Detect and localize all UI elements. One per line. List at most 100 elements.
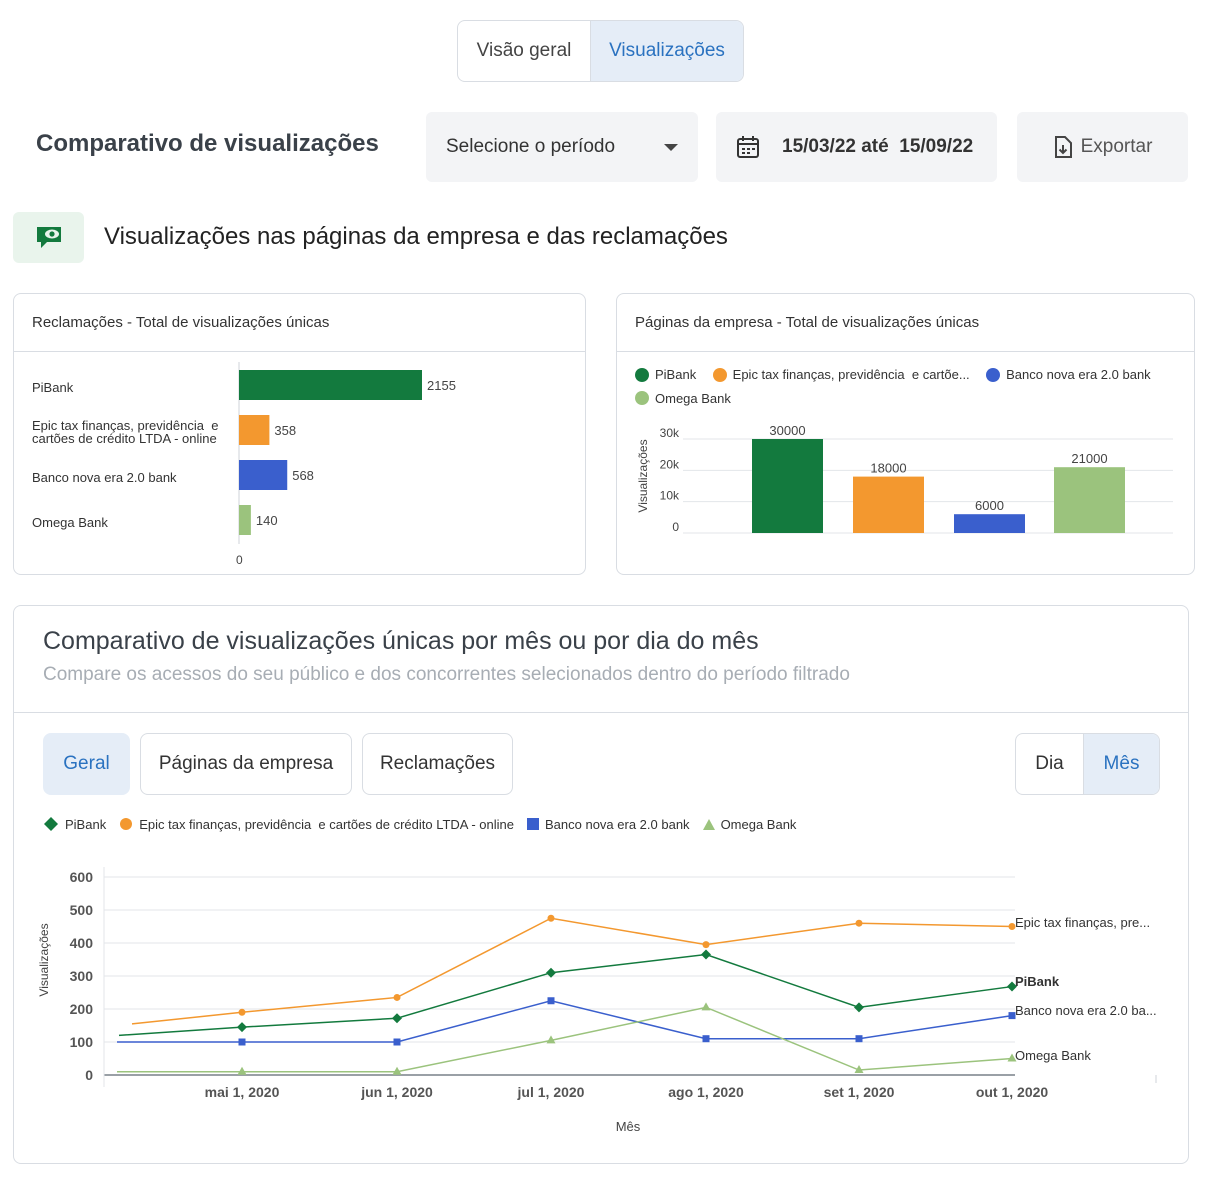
series-line [117, 999, 1013, 1043]
series-line [117, 1006, 1013, 1073]
data-point [702, 1035, 710, 1043]
date-range-picker[interactable]: 15/03/22 até 15/09/22 [716, 112, 997, 182]
legend-label: Banco nova era 2.0 bank [545, 816, 690, 832]
bar-value-label: 30000 [769, 423, 805, 438]
triangle-marker-icon [702, 818, 715, 830]
hbar-label-epic-line2: cartões de crédito LTDA - online [32, 431, 217, 446]
company-bar-chart: 0 10k 20k 30k Visualizações 30000 18000 6000 210… [636, 423, 1173, 534]
view-tabs: Visão geral Visualizações [457, 20, 744, 82]
date-range-text: 15/03/22 até 15/09/22 [782, 136, 974, 157]
y-axis-label: Visualizações [636, 439, 650, 512]
legend-item-omega: Omega Bank [702, 816, 797, 832]
period-select-label: Selecione o período [446, 136, 616, 157]
period-select[interactable]: Selecione o período [426, 112, 698, 182]
y-tick-label: 600 [70, 869, 94, 885]
data-point [1008, 923, 1016, 930]
y-tick-label: 20k [660, 457, 680, 471]
series-line [131, 917, 1013, 1025]
x-tick-label: jun 1, 2020 [360, 1084, 433, 1100]
series-line [118, 953, 1013, 1037]
data-point [855, 919, 863, 927]
y-tick-label: 30k [660, 426, 680, 440]
bar-value-label: 21000 [1071, 451, 1107, 466]
monthly-card-subtitle: Compare os acessos do seu público e dos … [43, 664, 850, 685]
data-point [855, 1035, 863, 1043]
tab-visualizacoes[interactable]: Visualizações [591, 21, 743, 81]
bar-value-label: 2155 [427, 378, 456, 393]
x-tick-label: mai 1, 2020 [205, 1084, 280, 1100]
data-point [701, 949, 711, 960]
series-end-label: Banco nova era 2.0 ba... [1015, 1003, 1157, 1018]
circle-marker-icon [120, 818, 133, 830]
monthly-comparison-card [13, 605, 1189, 1164]
calendar-icon [737, 136, 759, 158]
granularity-dia[interactable]: Dia [1016, 734, 1084, 794]
bar [239, 370, 422, 400]
legend-label: Epic tax finanças, previdência e cartõe.… [732, 367, 970, 382]
legend-label: Banco nova era 2.0 bank [1006, 367, 1151, 382]
complaints-card: Reclamações - Total de visualizações úni… [13, 293, 586, 575]
legend-item-pibank: PiBank [43, 816, 106, 832]
legend-item-banco: Banco nova era 2.0 bank [986, 367, 1151, 382]
eye-chat-icon [36, 226, 61, 248]
section-icon-box [13, 212, 84, 263]
bar-value-label: 568 [292, 468, 314, 483]
data-point [547, 997, 555, 1005]
legend-label: PiBank [65, 816, 107, 832]
x-tick-label: set 1, 2020 [824, 1084, 895, 1100]
monthly-card-title: Comparativo de visualizações únicas por … [43, 627, 759, 655]
data-point [392, 1013, 402, 1024]
data-point [238, 1008, 246, 1016]
data-point [393, 993, 401, 1001]
bar [853, 476, 924, 533]
x-tick-label: jul 1, 2020 [517, 1084, 585, 1100]
bar [1054, 467, 1125, 533]
y-tick-label: 400 [70, 935, 94, 951]
page-title: Comparativo de visualizações [36, 130, 379, 157]
bar [239, 505, 251, 535]
y-tick-label: 0 [85, 1067, 93, 1083]
series-end-label: PiBank [1015, 974, 1060, 989]
bar-value-label: 6000 [975, 498, 1004, 513]
hbar-label-banco: Banco nova era 2.0 bank [32, 470, 177, 485]
data-point [237, 1022, 247, 1033]
y-tick-label: 100 [70, 1034, 94, 1050]
bar [239, 415, 270, 445]
tab-visao-geral[interactable]: Visão geral [458, 21, 591, 81]
series-end-label: Epic tax finanças, pre... [1015, 915, 1150, 930]
y-tick-label: 10k [660, 489, 680, 503]
hbar-label-omega: Omega Bank [32, 515, 108, 530]
data-point [546, 1035, 556, 1044]
legend-label: Omega Bank [720, 816, 797, 832]
series-end-label: Omega Bank [1015, 1048, 1091, 1063]
legend-item-banco: Banco nova era 2.0 bank [527, 817, 690, 832]
y-tick-label: 200 [70, 1001, 94, 1017]
line-chart-legend: PiBank Epic tax finanças, previdência e … [43, 816, 809, 832]
export-button[interactable]: Exportar [1017, 112, 1188, 182]
legend-item-pibank: PiBank [635, 367, 696, 382]
company-pages-card: Páginas da empresa - Total de visualizaç… [616, 293, 1195, 575]
filter-reclamacoes[interactable]: Reclamações [362, 733, 513, 795]
bar-value-label: 358 [274, 423, 296, 438]
diamond-marker-icon [44, 817, 58, 831]
filter-paginas-empresa[interactable]: Páginas da empresa [140, 733, 352, 795]
legend-dot [635, 367, 649, 382]
legend-dot [712, 367, 727, 382]
monthly-line-chart: 0 100 200 300 400 500 600 mai 1, 2020 jun 1, 202… [37, 867, 1157, 1134]
company-card-title: Páginas da empresa - Total de visualizaç… [617, 294, 1194, 352]
legend-item-epic: Epic tax finanças, previdência e cartões… [119, 817, 514, 832]
axis-tick-label: 0 [236, 553, 243, 567]
data-point [546, 967, 556, 978]
granularity-mes[interactable]: Mês [1084, 734, 1159, 794]
data-point [1008, 1012, 1016, 1020]
x-tick-label: out 1, 2020 [976, 1084, 1049, 1100]
hbar-label-epic-line1: Epic tax finanças, previdência e [32, 418, 219, 433]
square-marker-icon [527, 818, 539, 830]
complaints-card-title: Reclamações - Total de visualizações úni… [14, 294, 585, 352]
y-axis-label: Visualizações [37, 923, 51, 996]
legend-dot [635, 391, 649, 405]
data-point [1007, 981, 1017, 992]
bar [752, 439, 823, 533]
bar [239, 460, 288, 490]
filter-geral[interactable]: Geral [43, 733, 130, 795]
